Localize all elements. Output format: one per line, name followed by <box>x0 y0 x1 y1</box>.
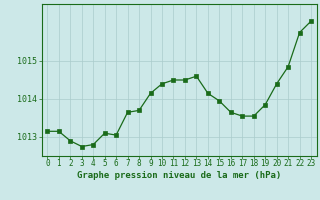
X-axis label: Graphe pression niveau de la mer (hPa): Graphe pression niveau de la mer (hPa) <box>77 171 281 180</box>
